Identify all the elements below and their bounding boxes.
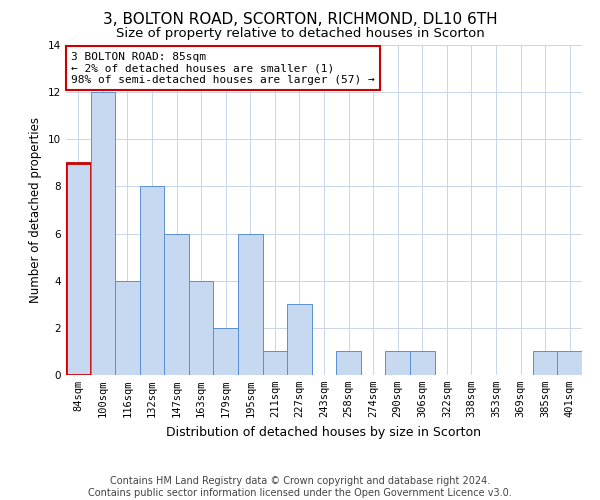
Y-axis label: Number of detached properties: Number of detached properties	[29, 117, 43, 303]
Bar	[164, 234, 189, 375]
Bar	[336, 352, 361, 375]
Bar	[410, 352, 434, 375]
Bar	[189, 280, 214, 375]
Text: 3, BOLTON ROAD, SCORTON, RICHMOND, DL10 6TH: 3, BOLTON ROAD, SCORTON, RICHMOND, DL10 …	[103, 12, 497, 28]
Text: Contains HM Land Registry data © Crown copyright and database right 2024.
Contai: Contains HM Land Registry data © Crown c…	[88, 476, 512, 498]
Bar	[91, 92, 115, 375]
X-axis label: Distribution of detached houses by size in Scorton: Distribution of detached houses by size …	[167, 426, 482, 438]
Bar	[263, 352, 287, 375]
Bar	[533, 352, 557, 375]
Text: Size of property relative to detached houses in Scorton: Size of property relative to detached ho…	[116, 28, 484, 40]
Bar	[214, 328, 238, 375]
Bar	[238, 234, 263, 375]
Bar	[66, 163, 91, 375]
Bar	[140, 186, 164, 375]
Bar	[557, 352, 582, 375]
Bar	[115, 280, 140, 375]
Bar	[385, 352, 410, 375]
Bar	[287, 304, 312, 375]
Text: 3 BOLTON ROAD: 85sqm
← 2% of detached houses are smaller (1)
98% of semi-detache: 3 BOLTON ROAD: 85sqm ← 2% of detached ho…	[71, 52, 375, 85]
